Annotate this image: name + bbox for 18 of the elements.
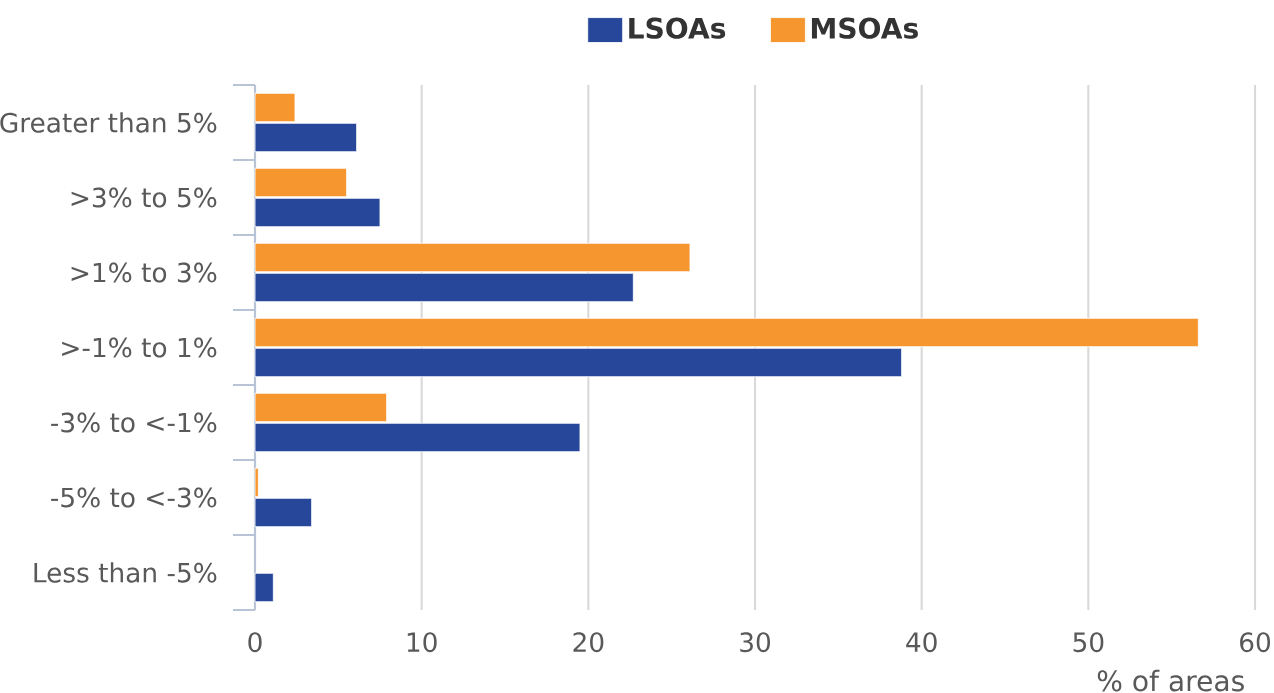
x-tick-label: 60 — [1240, 632, 1271, 653]
x-tick-label: 40 — [906, 632, 937, 653]
y-tick-label: >-1% to 1% — [62, 337, 217, 358]
x-tick-label: 0 — [248, 632, 262, 653]
x-tick-label: 30 — [740, 632, 771, 653]
y-tick-label: -3% to <-1% — [51, 412, 217, 433]
y-tick-label: >1% to 3% — [71, 262, 217, 283]
y-tick-label: Less than -5% — [34, 562, 217, 583]
x-tick-label: 10 — [407, 632, 437, 653]
x-tick-label: 20 — [573, 632, 604, 653]
x-tick-label: 50 — [1073, 632, 1104, 653]
legend-label: LSOAs — [629, 17, 726, 39]
x-axis-title: % of areas — [1097, 669, 1244, 692]
y-tick-label: >3% to 5% — [71, 187, 217, 208]
legend-label: MSOAs — [811, 17, 918, 39]
y-tick-label: Greater than 5% — [0, 112, 217, 133]
y-tick-label: -5% to <-3% — [51, 487, 217, 508]
bar — [254, 572, 274, 603]
